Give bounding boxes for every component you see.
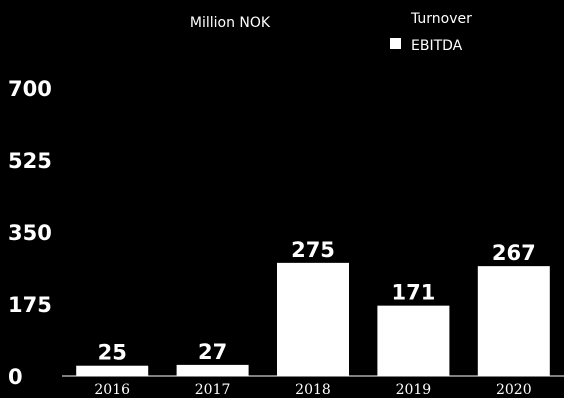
legend-ebitda: EBITDA — [411, 38, 463, 54]
bar-2016 — [76, 365, 149, 376]
bars — [76, 262, 550, 376]
data-labels: 25 27 275 171 267 — [98, 238, 536, 365]
x-tick-label: 2017 — [195, 382, 231, 398]
y-tick-label: 525 — [8, 149, 52, 173]
x-tick-label: 2020 — [496, 382, 532, 398]
data-label: 25 — [98, 341, 127, 365]
unit-label: Million NOK — [190, 15, 271, 31]
bar-2020 — [477, 266, 550, 376]
bar-2018 — [277, 262, 349, 376]
y-tick-label: 175 — [8, 293, 52, 317]
y-tick-label: 350 — [8, 221, 52, 245]
data-label: 171 — [391, 281, 435, 305]
data-label: 275 — [291, 238, 335, 262]
bar-2019 — [377, 305, 450, 376]
x-axis: 2016 2017 2018 2019 2020 — [94, 382, 531, 398]
y-tick-label: 700 — [8, 77, 52, 101]
legend-turnover: Turnover — [410, 11, 472, 27]
y-axis: 0 175 350 525 700 — [8, 77, 52, 389]
legend-swatch-ebitda — [390, 38, 401, 49]
data-label: 27 — [198, 340, 227, 364]
y-tick-label: 0 — [8, 365, 23, 389]
x-tick-label: 2019 — [396, 382, 432, 398]
bar-2017 — [176, 364, 249, 376]
x-tick-label: 2016 — [94, 382, 130, 398]
x-tick-label: 2018 — [295, 382, 331, 398]
data-label: 267 — [492, 241, 536, 265]
